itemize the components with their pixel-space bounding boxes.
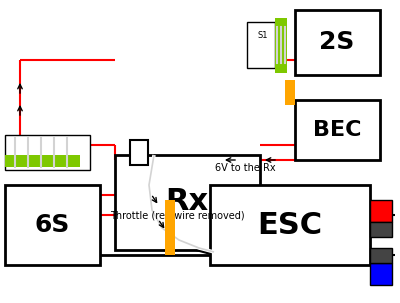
Text: 2S: 2S [319,30,355,54]
Text: BEC: BEC [313,120,361,140]
Bar [370,222,392,237]
Text: Rx: Rx [166,188,208,217]
Bar [247,22,275,68]
Bar [275,18,287,73]
Text: ESC: ESC [258,211,322,239]
Bar [115,155,260,250]
Text: Throttle (red wire removed): Throttle (red wire removed) [110,210,245,220]
Bar [370,248,392,263]
Text: 6S: 6S [34,213,70,237]
Bar [370,200,392,222]
Bar [130,140,148,165]
Text: 6V to the Rx: 6V to the Rx [215,163,276,173]
Bar [5,155,80,167]
Bar [165,200,175,255]
Bar [370,263,392,285]
Bar [295,10,380,75]
Bar [5,135,90,170]
Bar [210,185,370,265]
Text: S1: S1 [258,31,268,39]
Bar [5,185,100,265]
Bar [285,80,295,105]
Bar [295,100,380,160]
Text: S2: S2 [12,158,22,168]
